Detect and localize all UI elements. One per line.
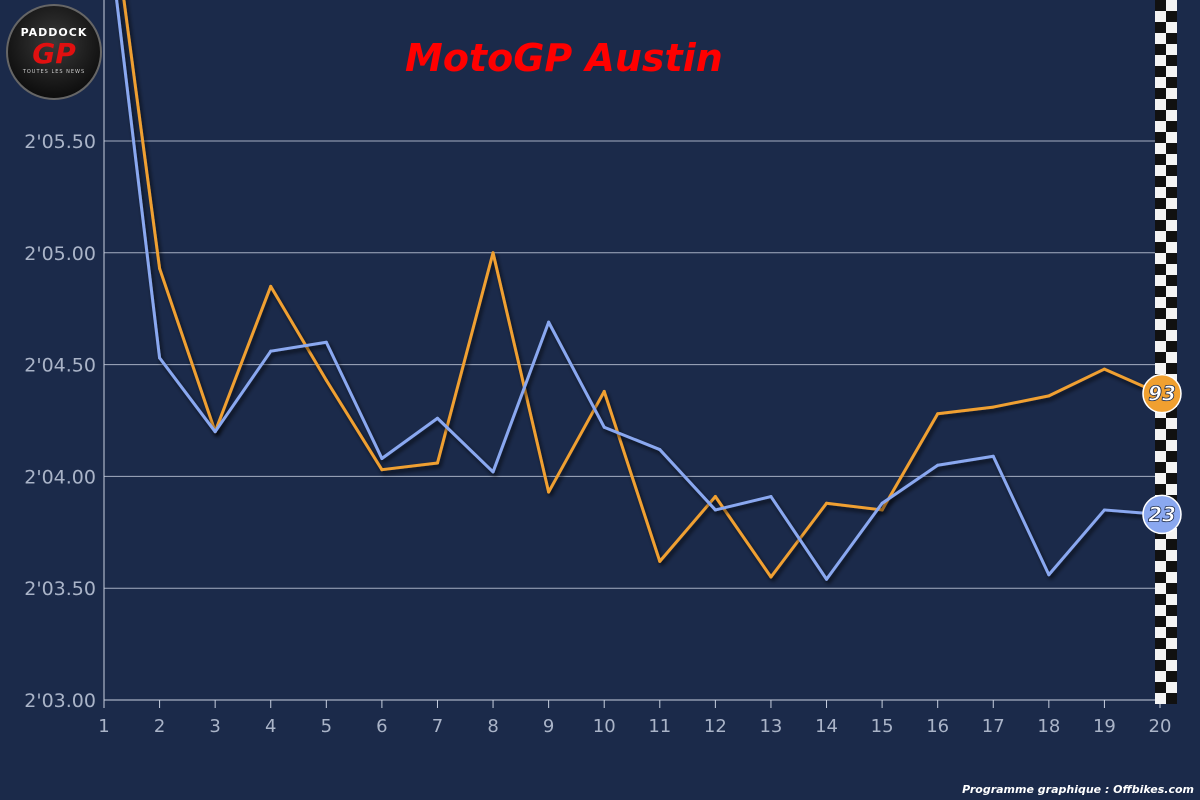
data-point-23: [380, 457, 384, 461]
x-tick-label: 7: [432, 716, 443, 737]
x-tick-label: 14: [815, 716, 838, 737]
data-point-23: [658, 448, 662, 452]
data-point-93: [880, 508, 884, 512]
paddock-gp-logo: PADDOCK GP TOUTES LES NEWS: [6, 4, 102, 100]
rider-badge-93: 93: [1142, 373, 1182, 414]
rider-number-23: 23: [1148, 502, 1176, 526]
x-tick-label: 16: [926, 716, 949, 737]
data-point-93: [1102, 367, 1106, 371]
data-point-23: [713, 508, 717, 512]
data-point-23: [1047, 573, 1051, 577]
data-point-23: [547, 320, 551, 324]
x-tick-label: 11: [648, 716, 671, 737]
y-tick-label: 2'04.50: [24, 355, 96, 377]
data-point-23: [769, 495, 773, 499]
data-point-23: [324, 340, 328, 344]
x-tick-label: 8: [487, 716, 498, 737]
data-point-93: [658, 559, 662, 563]
data-point-93: [158, 266, 162, 270]
logo-tagline: TOUTES LES NEWS: [22, 69, 86, 75]
x-tick-label: 12: [704, 716, 727, 737]
data-point-93: [491, 251, 495, 255]
data-point-23: [880, 501, 884, 505]
data-point-93: [380, 468, 384, 472]
data-point-23: [213, 430, 217, 434]
data-point-23: [435, 416, 439, 420]
y-tick-label: 2'05.50: [24, 131, 96, 153]
data-point-93: [825, 501, 829, 505]
series-line-23: [115, 0, 1150, 581]
y-tick-label: 2'03.00: [24, 690, 96, 712]
data-point-23: [991, 454, 995, 458]
x-tick-label: 2: [154, 716, 165, 737]
data-point-23: [491, 470, 495, 474]
series-line-93: [122, 0, 1150, 579]
data-point-23: [936, 463, 940, 467]
data-point-93: [602, 389, 606, 393]
data-point-93: [769, 575, 773, 579]
x-tick-label: 1: [98, 716, 109, 737]
logo-gp-text: GP: [32, 37, 76, 70]
data-point-23: [269, 349, 273, 353]
x-tick-label: 4: [265, 716, 276, 737]
data-point-23: [1102, 508, 1106, 512]
series-93-group: [122, 0, 1150, 579]
credit-text: Programme graphique : Offbikes.com: [962, 783, 1194, 796]
y-tick-label: 2'05.00: [24, 243, 96, 265]
rider-badge-23: 23: [1142, 494, 1182, 535]
x-tick-label: 10: [593, 716, 616, 737]
checkered-flag-band: [1155, 0, 1177, 704]
x-tick-label: 17: [982, 716, 1005, 737]
x-tick-label: 13: [759, 716, 782, 737]
data-point-93: [435, 461, 439, 465]
x-tick-label: 9: [543, 716, 554, 737]
series-23-group: [115, 0, 1150, 581]
x-tick-label: 20: [1149, 716, 1172, 737]
data-point-93: [991, 405, 995, 409]
x-tick-label: 5: [321, 716, 332, 737]
x-tick-label: 3: [209, 716, 220, 737]
data-point-93: [713, 495, 717, 499]
y-tick-label: 2'03.50: [24, 578, 96, 600]
y-tick-label: 2'04.00: [24, 466, 96, 488]
data-point-93: [324, 378, 328, 382]
rider-number-93: 93: [1148, 382, 1176, 406]
logo-top-text: PADDOCK: [20, 26, 88, 39]
data-point-23: [825, 577, 829, 581]
x-tick-label: 15: [871, 716, 894, 737]
data-point-23: [602, 425, 606, 429]
data-point-23: [158, 356, 162, 360]
x-tick-label: 19: [1093, 716, 1116, 737]
data-point-93: [547, 490, 551, 494]
chart-title: MotoGP Austin: [405, 36, 723, 80]
data-point-93: [1047, 394, 1051, 398]
x-tick-label: 6: [376, 716, 387, 737]
data-point-93: [936, 412, 940, 416]
data-point-93: [269, 284, 273, 288]
x-tick-label: 18: [1037, 716, 1060, 737]
